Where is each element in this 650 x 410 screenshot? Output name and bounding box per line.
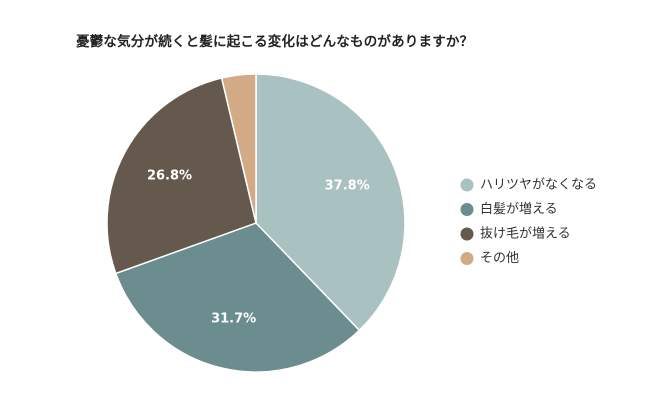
pie-slice-1 [255, 73, 406, 332]
pie-slice-4 [220, 73, 257, 224]
legend-swatch-2 [460, 203, 474, 216]
pie-slice-3 [106, 77, 257, 275]
legend-swatch-3 [460, 227, 474, 241]
legend-label-2: 白髪が増える [480, 201, 558, 217]
legend-swatch-4 [460, 252, 474, 265]
legend-label-3: 抜け毛が増える [480, 226, 571, 242]
slice-value-label-2: 31.7% [211, 311, 256, 326]
legend-label-1: ハリツヤがなくなる [480, 178, 597, 193]
pie-slice-2 [114, 222, 361, 373]
chart-title: 憂鬱な気分が続くと髪に起こる変化はどんなものがありますか？ [76, 34, 474, 50]
slice-value-label-3: 26.8% [147, 169, 192, 184]
legend-label-4: その他 [480, 251, 519, 266]
slice-value-label-1: 37.8% [325, 179, 370, 194]
legend-swatch-1 [460, 178, 474, 192]
